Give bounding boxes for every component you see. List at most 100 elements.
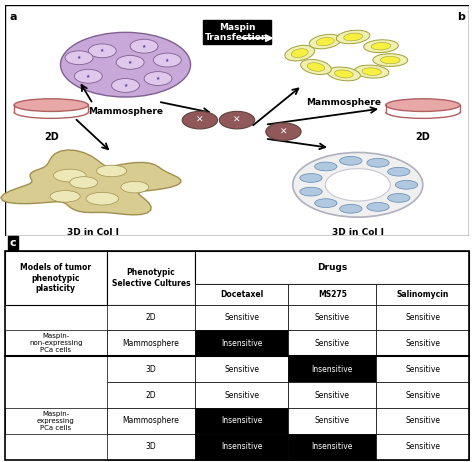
Text: ★: ★ [123, 83, 128, 88]
FancyBboxPatch shape [195, 284, 288, 304]
Text: Insensitive: Insensitive [221, 339, 262, 348]
Ellipse shape [395, 180, 418, 189]
Ellipse shape [367, 202, 389, 211]
Text: ★: ★ [77, 55, 81, 60]
Ellipse shape [310, 34, 341, 49]
Text: 3D: 3D [146, 442, 156, 451]
Text: Docetaxel: Docetaxel [220, 290, 263, 298]
Text: 2D: 2D [44, 132, 59, 142]
FancyBboxPatch shape [288, 382, 376, 408]
Text: 2D: 2D [146, 390, 156, 400]
FancyBboxPatch shape [195, 251, 469, 284]
Text: Models of tumor
phenotypic
plasticity: Models of tumor phenotypic plasticity [20, 263, 91, 293]
Circle shape [144, 72, 172, 85]
FancyBboxPatch shape [5, 5, 469, 236]
Ellipse shape [373, 54, 408, 67]
Ellipse shape [340, 157, 362, 165]
Polygon shape [1, 150, 181, 215]
Ellipse shape [315, 199, 337, 207]
FancyBboxPatch shape [195, 408, 288, 434]
Text: Sensitive: Sensitive [405, 313, 440, 322]
Circle shape [116, 55, 144, 69]
Text: 3D: 3D [146, 365, 156, 374]
Text: ★: ★ [100, 49, 104, 53]
FancyBboxPatch shape [107, 251, 195, 304]
Ellipse shape [367, 158, 389, 167]
FancyBboxPatch shape [195, 382, 288, 408]
Ellipse shape [371, 43, 391, 50]
Text: ★: ★ [86, 74, 91, 79]
FancyBboxPatch shape [107, 434, 195, 460]
Text: 2D: 2D [415, 132, 430, 142]
Text: ✕: ✕ [196, 116, 204, 125]
Ellipse shape [86, 192, 118, 205]
Circle shape [154, 53, 181, 67]
Circle shape [293, 152, 423, 217]
Ellipse shape [301, 60, 331, 74]
Text: 2D: 2D [146, 313, 156, 322]
Ellipse shape [285, 45, 315, 61]
Ellipse shape [362, 68, 382, 75]
Text: Insensitive: Insensitive [221, 416, 262, 426]
Ellipse shape [121, 182, 149, 193]
FancyBboxPatch shape [107, 408, 195, 434]
Text: Sensitive: Sensitive [405, 365, 440, 374]
Text: ★: ★ [165, 58, 170, 62]
Text: Insensitive: Insensitive [311, 442, 353, 451]
FancyBboxPatch shape [107, 382, 195, 408]
Ellipse shape [381, 56, 400, 64]
Ellipse shape [335, 70, 353, 78]
Ellipse shape [70, 177, 98, 188]
FancyBboxPatch shape [5, 330, 107, 356]
Text: Sensitive: Sensitive [224, 390, 259, 400]
Circle shape [61, 32, 191, 97]
Text: Salinomycin: Salinomycin [397, 290, 449, 298]
Text: ✕: ✕ [233, 116, 241, 125]
Text: Maspin
Transfection: Maspin Transfection [205, 23, 269, 42]
Text: Maspin-
non-expressing
PCa cells: Maspin- non-expressing PCa cells [29, 334, 82, 353]
Ellipse shape [386, 99, 460, 111]
Ellipse shape [388, 194, 410, 202]
Text: Sensitive: Sensitive [315, 390, 350, 400]
Text: a: a [9, 12, 17, 22]
Ellipse shape [316, 37, 334, 46]
FancyBboxPatch shape [376, 408, 469, 434]
FancyBboxPatch shape [195, 434, 288, 460]
Ellipse shape [14, 99, 88, 111]
FancyBboxPatch shape [107, 304, 195, 330]
FancyBboxPatch shape [376, 356, 469, 382]
Ellipse shape [355, 65, 389, 78]
Ellipse shape [97, 165, 127, 176]
Text: Sensitive: Sensitive [405, 339, 440, 348]
Ellipse shape [344, 33, 363, 41]
FancyBboxPatch shape [195, 330, 288, 356]
Text: Sensitive: Sensitive [315, 416, 350, 426]
Ellipse shape [327, 67, 360, 81]
Text: c: c [9, 238, 16, 248]
Circle shape [74, 69, 102, 83]
Text: Maspin-
expressing
PCa cells: Maspin- expressing PCa cells [37, 411, 75, 431]
Text: Mammosphere: Mammosphere [123, 339, 180, 348]
Ellipse shape [50, 191, 80, 202]
FancyBboxPatch shape [376, 330, 469, 356]
Ellipse shape [340, 204, 362, 213]
Text: Sensitive: Sensitive [405, 416, 440, 426]
Ellipse shape [364, 40, 398, 53]
Ellipse shape [307, 63, 325, 71]
Text: Mammosphere: Mammosphere [306, 98, 382, 107]
Circle shape [219, 111, 255, 129]
FancyBboxPatch shape [5, 408, 107, 434]
Text: Insensitive: Insensitive [221, 442, 262, 451]
Ellipse shape [54, 169, 86, 182]
Circle shape [65, 51, 93, 65]
FancyBboxPatch shape [376, 434, 469, 460]
FancyBboxPatch shape [195, 356, 288, 382]
Text: ★: ★ [142, 44, 146, 49]
Ellipse shape [315, 162, 337, 171]
FancyBboxPatch shape [107, 330, 195, 356]
Ellipse shape [388, 167, 410, 176]
FancyBboxPatch shape [376, 304, 469, 330]
Text: Mammosphere: Mammosphere [88, 108, 163, 116]
Ellipse shape [300, 187, 322, 196]
Circle shape [111, 79, 139, 92]
